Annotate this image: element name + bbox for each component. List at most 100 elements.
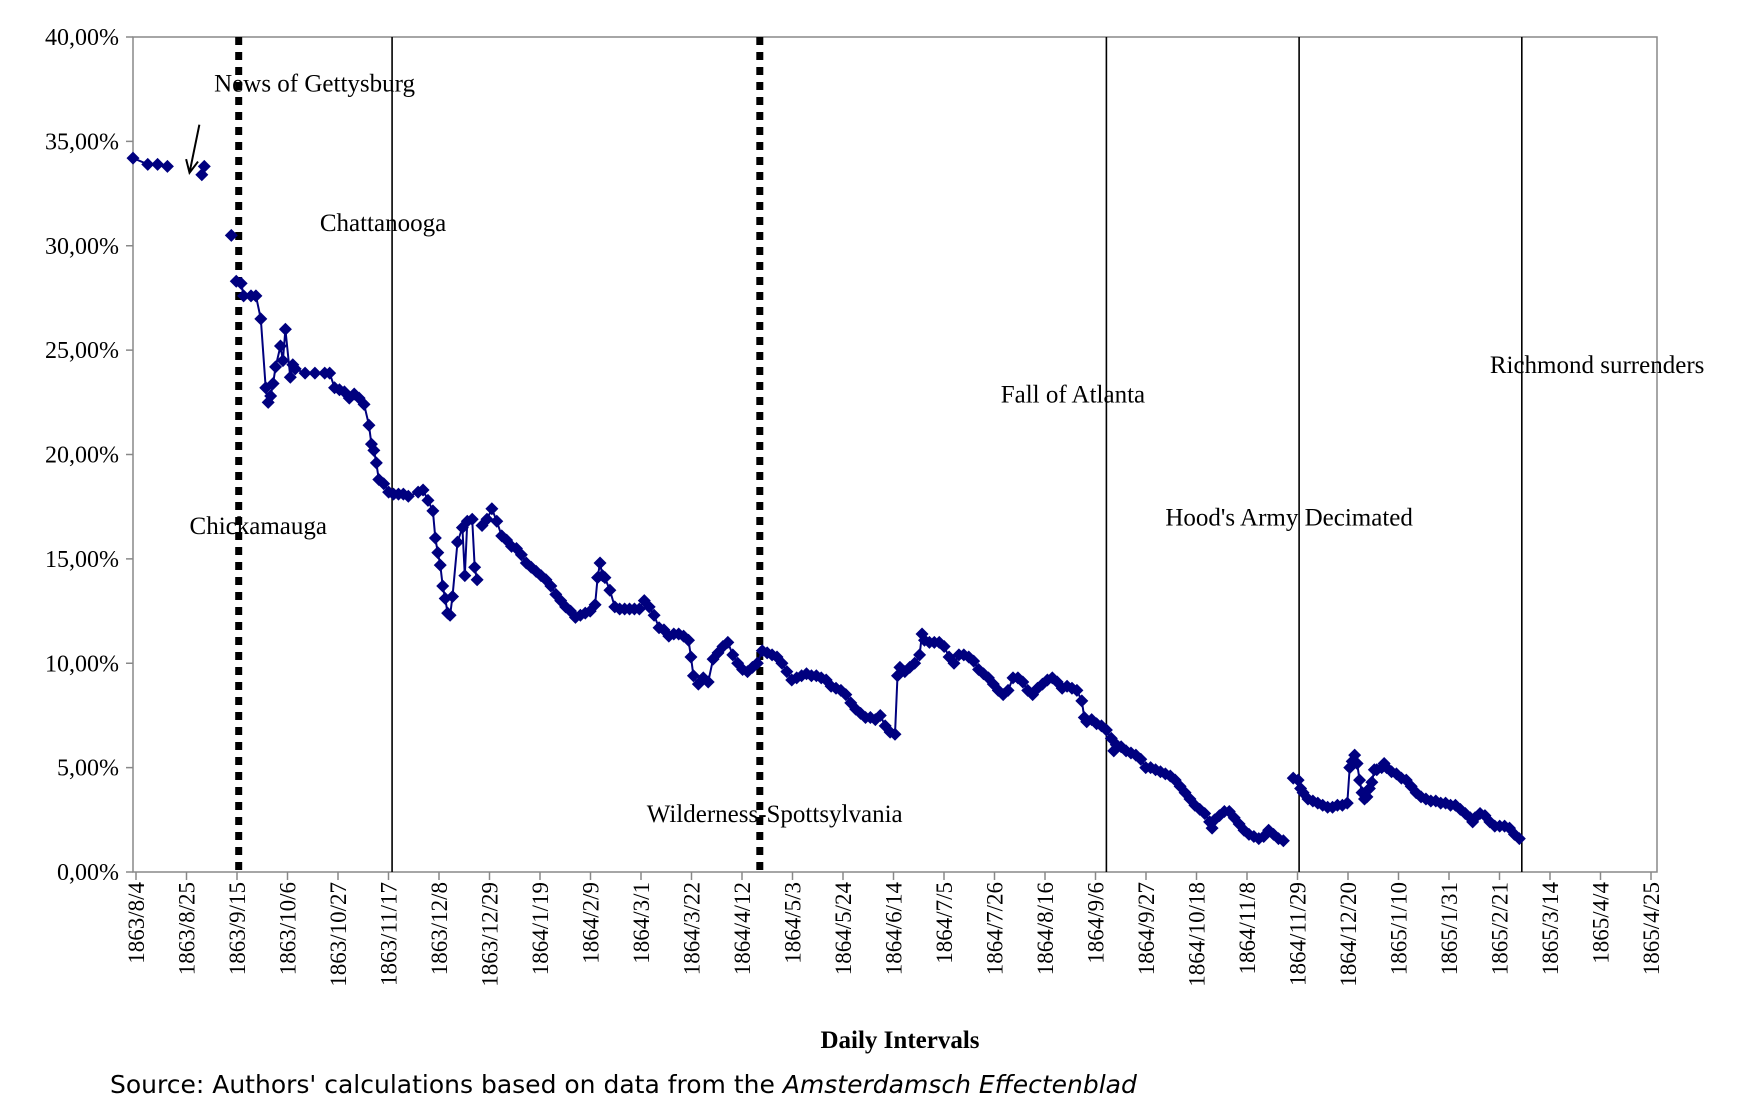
x-tick-label: 1865/4/4 xyxy=(1589,882,1614,964)
y-axis: 0,00% 5,00% 10,00% 15,00% 20,00% 25,00% 30,00%… xyxy=(45,25,133,886)
data-point xyxy=(684,650,698,664)
data-point xyxy=(480,512,494,526)
data-point xyxy=(701,675,715,689)
data-point xyxy=(682,633,696,647)
annotation-label: Hood's Army Decimated xyxy=(1165,504,1413,531)
data-point xyxy=(224,228,238,242)
annotation-label: News of Gettysburg xyxy=(214,70,415,97)
annotation-label: Wilderness-Spottsylvania xyxy=(647,801,903,828)
data-point xyxy=(485,502,499,516)
data-point xyxy=(273,339,287,353)
data-point xyxy=(967,654,981,668)
x-tick-label: 1863/12/29 xyxy=(478,882,503,987)
data-point xyxy=(686,669,700,683)
data-point xyxy=(1134,752,1148,766)
data-point xyxy=(126,151,140,165)
x-tick-label: 1865/3/14 xyxy=(1538,882,1563,976)
annotation-label: Chattanooga xyxy=(320,210,446,237)
x-axis: 1863/8/4 1863/8/25 1863/9/15 1863/10/6 1863/… xyxy=(124,872,1664,987)
x-tick-label: 1864/9/6 xyxy=(1084,882,1109,964)
data-point xyxy=(323,366,337,380)
data-point xyxy=(266,377,280,391)
data-point xyxy=(1365,775,1379,789)
data-point xyxy=(1198,807,1212,821)
x-tick-label: 1864/9/27 xyxy=(1134,882,1159,975)
data-series xyxy=(126,151,1526,848)
x-tick-label: 1864/7/5 xyxy=(932,882,957,964)
x-tick-label: 1863/12/8 xyxy=(427,882,452,975)
source-note: Source: Authors' calculations based on d… xyxy=(110,1070,1137,1099)
data-point xyxy=(433,558,447,572)
x-tick-label: 1863/9/15 xyxy=(225,882,250,975)
plot-area xyxy=(132,36,1658,873)
data-point xyxy=(426,504,440,518)
data-point xyxy=(421,493,435,507)
x-tick-label: 1864/2/9 xyxy=(579,882,604,964)
event-lines xyxy=(235,37,1523,872)
data-point xyxy=(362,418,376,432)
x-tick-label: 1864/3/22 xyxy=(680,882,705,975)
data-point xyxy=(839,688,853,702)
data-point xyxy=(721,635,735,649)
source-text: Source: Authors' calculations based on d… xyxy=(110,1070,783,1099)
data-point xyxy=(446,589,460,603)
x-tick-label: 1864/7/26 xyxy=(983,882,1008,975)
data-point xyxy=(357,397,371,411)
series-line xyxy=(235,280,479,618)
x-tick-label: 1863/8/25 xyxy=(175,882,200,975)
data-point xyxy=(237,289,251,303)
data-point xyxy=(1001,683,1015,697)
data-point xyxy=(276,354,290,368)
y-tick-label: 35,00% xyxy=(45,129,119,155)
data-point xyxy=(632,602,646,616)
x-tick-label: 1865/1/10 xyxy=(1387,882,1412,975)
data-point xyxy=(436,579,450,593)
data-point xyxy=(234,276,248,290)
data-point xyxy=(775,656,789,670)
x-axis-title: Daily Intervals xyxy=(820,1027,979,1054)
x-tick-label: 1864/5/24 xyxy=(831,882,856,976)
x-tick-label: 1864/1/19 xyxy=(528,882,553,975)
source-italic: Amsterdamsch Effectenblad xyxy=(782,1070,1137,1099)
x-tick-label: 1864/8/16 xyxy=(1033,882,1058,975)
data-point xyxy=(947,656,961,670)
annotation-label: Richmond surrenders xyxy=(1490,352,1705,379)
data-point xyxy=(465,512,479,526)
data-point xyxy=(377,477,391,491)
y-tick-label: 30,00% xyxy=(45,234,119,260)
data-point xyxy=(308,366,322,380)
x-tick-label: 1864/4/12 xyxy=(730,882,755,975)
data-point xyxy=(141,157,155,171)
data-point xyxy=(458,569,472,583)
y-tick-label: 0,00% xyxy=(57,860,119,886)
data-point xyxy=(593,556,607,570)
data-point xyxy=(288,362,302,376)
data-point xyxy=(197,159,211,173)
data-point xyxy=(588,598,602,612)
data-point xyxy=(1099,723,1113,737)
data-point xyxy=(642,600,656,614)
data-point xyxy=(431,546,445,560)
data-point xyxy=(647,608,661,622)
data-point xyxy=(598,571,612,585)
data-point xyxy=(416,483,430,497)
data-point xyxy=(269,360,283,374)
x-tick-label: 1865/1/31 xyxy=(1437,882,1462,975)
annotations: News of Gettysburg Chattanooga Chickamauga… xyxy=(185,70,1705,828)
x-tick-label: 1863/10/6 xyxy=(276,882,301,975)
data-point xyxy=(603,583,617,597)
data-point xyxy=(780,665,794,679)
data-point xyxy=(908,656,922,670)
x-tick-label: 1863/10/27 xyxy=(326,882,351,987)
data-point xyxy=(298,366,312,380)
data-point xyxy=(468,560,482,574)
data-point xyxy=(443,608,457,622)
data-point xyxy=(514,548,528,562)
x-tick-label: 1863/8/4 xyxy=(124,882,149,964)
data-point xyxy=(278,322,292,336)
data-point xyxy=(1016,675,1030,689)
data-point xyxy=(470,573,484,587)
data-point xyxy=(873,708,887,722)
data-point xyxy=(160,159,174,173)
